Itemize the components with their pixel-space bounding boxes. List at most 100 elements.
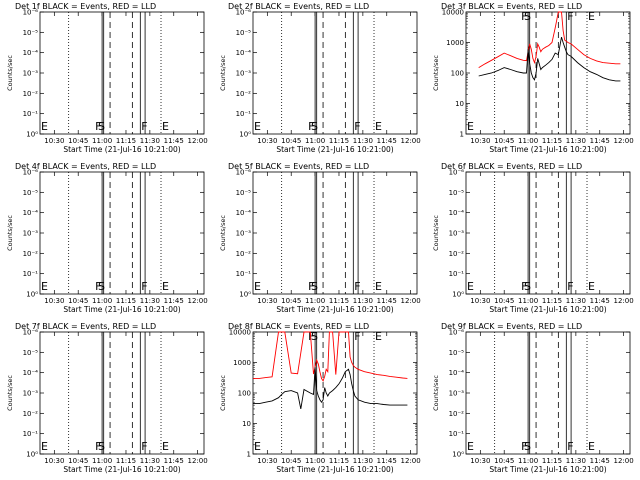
- y-tick-label: 100: [451, 70, 464, 78]
- y-axis-label: Counts/sec: [432, 215, 440, 251]
- x-tick-label: 11:15: [329, 137, 349, 145]
- marker-label-e-start: E: [41, 120, 48, 133]
- marker-label-e-end: E: [588, 10, 595, 23]
- x-tick-label: 10:30: [44, 297, 64, 305]
- y-tick-label: 10⁻⁵: [236, 189, 252, 197]
- marker-label-e-start: E: [254, 280, 261, 293]
- plot-frame: [465, 331, 631, 455]
- panel-title: Det 2f BLACK = Events, RED = LLD: [228, 2, 369, 11]
- x-tick-label: 10:45: [494, 457, 514, 465]
- x-tick-label: 12:00: [188, 457, 208, 465]
- marker-label-f-start: F: [308, 120, 314, 133]
- y-tick-label: 10⁻⁴: [449, 209, 465, 217]
- x-tick-label: 10:45: [494, 297, 514, 305]
- y-tick-label: 10⁻¹: [449, 430, 465, 438]
- x-tick-label: 11:30: [566, 297, 586, 305]
- y-tick-label: 100: [238, 390, 251, 398]
- y-tick-label: 10⁻¹: [23, 110, 39, 118]
- y-tick-label: 10000: [442, 9, 464, 17]
- marker-label-f-start: F: [95, 280, 101, 293]
- marker-label-f-end: F: [141, 280, 147, 293]
- x-tick-label: 10:30: [470, 457, 490, 465]
- y-tick-label: 10⁻⁵: [449, 349, 465, 357]
- y-tick-label: 10⁻²: [236, 90, 252, 98]
- y-tick-label: 10⁻¹: [449, 270, 465, 278]
- marker-label-e-end: E: [162, 120, 169, 133]
- events-series-line: [478, 36, 621, 82]
- x-tick-label: 11:45: [377, 297, 397, 305]
- plot-frame: [39, 11, 205, 135]
- x-tick-label: 11:30: [353, 457, 373, 465]
- marker-label-f-end: F: [567, 280, 573, 293]
- x-axis-label: Start Time (21-Jul-16 10:21:00): [63, 465, 180, 474]
- y-tick-label: 10⁻⁶: [449, 169, 465, 177]
- panel-det-1: Det 1f BLACK = Events, RED = LLD 10:30 10:…: [6, 2, 208, 154]
- marker-label-f-start: F: [308, 280, 314, 293]
- plot-frame: [39, 171, 205, 295]
- panel-title: Det 3f BLACK = Events, RED = LLD: [441, 2, 582, 11]
- x-tick-label: 12:00: [188, 297, 208, 305]
- x-tick-label: 11:30: [140, 137, 160, 145]
- marker-label-f-start: F: [95, 120, 101, 133]
- y-tick-label: 1000: [233, 359, 251, 367]
- lld-series-line: [478, 11, 621, 68]
- y-axis-label: Counts/sec: [219, 375, 227, 411]
- x-tick-label: 10:45: [68, 297, 88, 305]
- y-tick-label: 10⁻⁴: [23, 209, 39, 217]
- y-axis-label: Counts/sec: [6, 375, 14, 411]
- x-axis-label: Start Time (21-Jul-16 10:21:00): [276, 145, 393, 154]
- x-tick-label: 11:45: [164, 137, 184, 145]
- x-axis-label: Start Time (21-Jul-16 10:21:00): [276, 465, 393, 474]
- marker-label-s: S: [524, 440, 531, 453]
- x-tick-label: 11:45: [590, 137, 610, 145]
- x-tick-label: 11:30: [140, 457, 160, 465]
- marker-label-s: S: [524, 280, 531, 293]
- y-tick-label: 10⁻⁵: [236, 29, 252, 37]
- marker-label-e-end: E: [375, 330, 382, 343]
- x-tick-label: 11:30: [353, 137, 373, 145]
- y-axis-label: Counts/sec: [6, 55, 14, 91]
- marker-label-e-end: E: [588, 440, 595, 453]
- panel-det-7: Det 7f BLACK = Events, RED = LLD 10:30 10:…: [6, 322, 208, 474]
- x-tick-label: 11:30: [566, 137, 586, 145]
- x-tick-label: 12:00: [401, 137, 421, 145]
- x-tick-label: 11:15: [116, 297, 136, 305]
- y-tick-label: 10⁻⁵: [23, 29, 39, 37]
- y-axis-label: Counts/sec: [219, 215, 227, 251]
- panel-title: Det 8f BLACK = Events, RED = LLD: [228, 322, 369, 331]
- marker-label-f-end: F: [141, 440, 147, 453]
- y-tick-label: 10⁻³: [449, 390, 465, 398]
- x-tick-label: 12:00: [614, 137, 634, 145]
- y-tick-label: 10⁻⁵: [23, 349, 39, 357]
- x-tick-label: 12:00: [614, 457, 634, 465]
- marker-label-f-end: F: [354, 330, 360, 343]
- y-tick-label: 10: [242, 420, 251, 428]
- x-tick-label: 11:45: [377, 457, 397, 465]
- plot-frame: [465, 171, 631, 295]
- y-axis-label: Counts/sec: [432, 375, 440, 411]
- x-tick-label: 11:45: [377, 137, 397, 145]
- y-tick-label: 10⁻⁴: [236, 49, 252, 57]
- x-tick-label: 12:00: [614, 297, 634, 305]
- y-tick-label: 10⁻⁴: [449, 369, 465, 377]
- marker-label-s: S: [311, 280, 318, 293]
- x-tick-label: 10:45: [494, 137, 514, 145]
- x-tick-label: 11:00: [92, 457, 112, 465]
- x-axis-label: Start Time (21-Jul-16 10:21:00): [276, 305, 393, 314]
- x-tick-label: 10:45: [281, 137, 301, 145]
- plot-frame: [39, 331, 205, 455]
- y-tick-label: 10⁻⁴: [23, 369, 39, 377]
- marker-label-e-end: E: [375, 280, 382, 293]
- marker-label-e-end: E: [588, 280, 595, 293]
- x-tick-label: 11:00: [92, 297, 112, 305]
- marker-label-f-end: F: [354, 120, 360, 133]
- x-tick-label: 11:00: [305, 137, 325, 145]
- x-tick-label: 11:00: [518, 137, 538, 145]
- marker-label-e-end: E: [162, 280, 169, 293]
- y-tick-label: 10⁻⁶: [23, 169, 39, 177]
- y-tick-label: 10⁻⁴: [236, 209, 252, 217]
- y-tick-label: 1: [247, 451, 251, 459]
- panel-title: Det 9f BLACK = Events, RED = LLD: [441, 322, 582, 331]
- x-tick-label: 10:30: [470, 137, 490, 145]
